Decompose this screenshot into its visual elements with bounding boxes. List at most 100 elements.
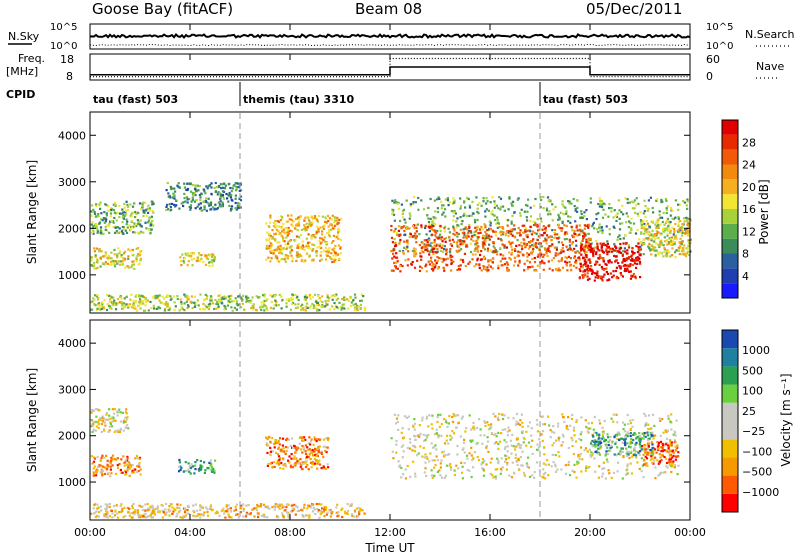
heat-cell bbox=[96, 214, 100, 217]
heat-cell bbox=[504, 446, 507, 449]
heat-cell bbox=[453, 473, 456, 476]
heat-cell bbox=[137, 222, 140, 225]
heat-cell bbox=[665, 220, 668, 223]
heat-cell bbox=[540, 245, 543, 248]
heat-cell bbox=[95, 204, 98, 207]
heat-cell bbox=[433, 241, 436, 244]
heat-cell bbox=[442, 259, 446, 262]
heat-cell bbox=[335, 236, 338, 239]
heat-cell bbox=[627, 269, 630, 272]
heat-cell bbox=[136, 511, 139, 514]
heat-cell bbox=[127, 427, 130, 430]
heat-cell bbox=[407, 415, 410, 418]
heat-cell bbox=[287, 513, 290, 516]
heat-cell bbox=[522, 254, 525, 257]
heat-cell bbox=[686, 223, 689, 226]
heat-cell bbox=[147, 204, 150, 207]
heat-cell bbox=[561, 203, 564, 206]
heat-cell bbox=[306, 454, 309, 457]
heat-cell bbox=[125, 218, 128, 221]
heat-cell bbox=[125, 463, 129, 466]
heat-cell bbox=[645, 422, 648, 425]
heat-cell bbox=[445, 251, 448, 254]
heat-cell bbox=[539, 242, 542, 245]
heat-cell bbox=[398, 225, 401, 228]
heat-cell bbox=[142, 515, 145, 518]
heat-cell bbox=[112, 303, 115, 307]
heat-cell bbox=[651, 206, 654, 210]
heat-cell bbox=[218, 205, 221, 208]
heat-cell bbox=[660, 198, 663, 201]
heat-cell bbox=[458, 249, 461, 252]
heat-cell bbox=[442, 211, 445, 214]
heat-cell bbox=[189, 300, 192, 303]
heat-cell bbox=[341, 306, 344, 309]
heat-cell bbox=[565, 232, 569, 235]
heat-cell bbox=[337, 221, 340, 224]
heat-cell bbox=[524, 243, 527, 246]
heat-cell bbox=[221, 509, 224, 512]
heat-cell bbox=[580, 246, 583, 249]
heat-cell bbox=[112, 221, 115, 224]
heat-cell bbox=[661, 418, 664, 421]
heat-cell bbox=[176, 297, 179, 301]
heat-cell bbox=[302, 245, 305, 248]
heat-cell bbox=[173, 197, 176, 200]
heat-cell bbox=[206, 466, 209, 470]
heat-cell bbox=[98, 302, 101, 305]
heat-cell bbox=[211, 253, 214, 256]
heat-cell bbox=[353, 308, 356, 312]
heat-cell bbox=[575, 476, 578, 479]
heat-cell bbox=[573, 470, 576, 474]
heat-cell bbox=[156, 507, 159, 510]
heat-cell bbox=[665, 211, 668, 215]
heat-cell bbox=[264, 305, 267, 308]
heat-cell bbox=[114, 203, 117, 207]
heat-cell bbox=[102, 465, 105, 468]
heat-cell bbox=[130, 512, 133, 515]
heat-cell bbox=[499, 230, 502, 233]
heat-cell bbox=[551, 444, 554, 447]
heat-cell bbox=[619, 222, 622, 225]
heat-cell bbox=[133, 225, 136, 228]
heat-cell bbox=[497, 264, 500, 267]
heat-cell bbox=[296, 509, 299, 513]
heat-cell bbox=[476, 246, 479, 250]
heat-cell bbox=[242, 515, 245, 518]
heat-cell bbox=[147, 228, 150, 232]
heat-cell bbox=[631, 455, 634, 458]
heat-cell bbox=[562, 416, 565, 419]
heat-cell bbox=[448, 250, 451, 253]
heat-cell bbox=[263, 299, 266, 302]
heat-cell bbox=[518, 443, 521, 446]
heat-cell bbox=[601, 434, 604, 437]
heat-cell bbox=[529, 240, 533, 243]
heat-cell bbox=[495, 204, 498, 207]
heat-cell bbox=[519, 251, 522, 254]
heat-cell bbox=[205, 209, 208, 212]
heat-cell bbox=[418, 424, 421, 427]
heat-cell bbox=[288, 232, 291, 235]
heat-cell bbox=[406, 245, 409, 248]
heat-cell bbox=[646, 207, 649, 210]
heat-cell bbox=[186, 304, 190, 307]
heat-cell bbox=[635, 259, 638, 262]
heat-cell bbox=[598, 197, 601, 200]
heat-cell bbox=[669, 238, 672, 241]
heat-cell bbox=[336, 253, 339, 256]
heat-cell bbox=[643, 232, 646, 235]
heat-cell bbox=[576, 250, 579, 253]
heat-cell bbox=[322, 445, 325, 448]
heat-cell bbox=[544, 471, 547, 474]
heat-cell bbox=[170, 208, 173, 212]
heat-cell bbox=[506, 445, 509, 448]
heat-cell bbox=[326, 511, 329, 514]
heat-cell bbox=[306, 216, 309, 219]
heat-cell bbox=[641, 464, 644, 467]
heat-cell bbox=[685, 219, 688, 222]
heat-cell bbox=[335, 254, 338, 257]
heat-cell bbox=[293, 444, 296, 447]
heat-cell bbox=[121, 215, 124, 218]
heat-cell bbox=[218, 299, 221, 302]
heat-cell bbox=[286, 234, 289, 237]
